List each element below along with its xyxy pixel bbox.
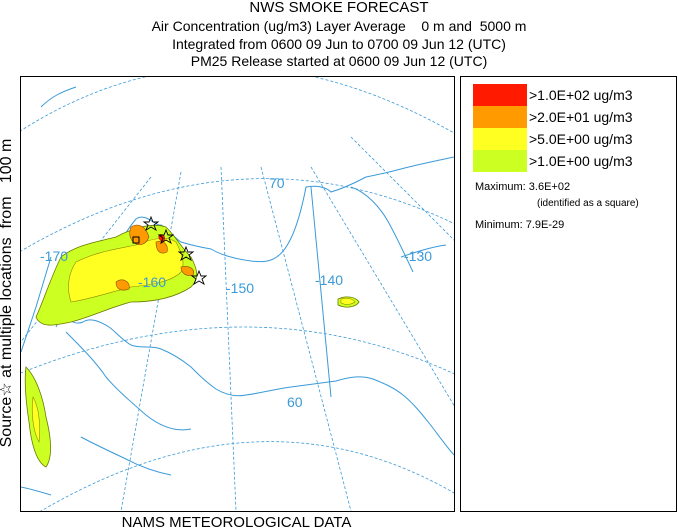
plume-core-3 <box>115 279 130 291</box>
concentration-subtitle: Air Concentration (ug/m3) Layer Average … <box>151 18 527 34</box>
gulf-of-alaska-coast <box>60 311 454 456</box>
legend-panel: >1.0E+02 ug/m3 >2.0E+01 ug/m3 >5.0E+00 u… <box>460 76 677 512</box>
lon-label-150: -150 <box>226 280 254 296</box>
legend-item-medium: >5.0E+00 ug/m3 <box>473 128 673 150</box>
latitude-labels: 70 60 <box>269 175 303 410</box>
mackenzie-coast <box>350 186 414 273</box>
latitude-line-north <box>21 77 454 134</box>
plume-core-4 <box>180 266 194 276</box>
longitude-gridlines <box>21 136 454 511</box>
legend-swatch-high <box>473 106 527 128</box>
source-location-label: Source☆ at multiple locations from 100 m <box>0 139 15 448</box>
lon-label-140: -140 <box>315 272 343 288</box>
maximum-value: Maximum: 3.6E+02 <box>475 181 571 193</box>
maximum-marker <box>132 236 140 244</box>
legend-label-low: >1.0E+00 ug/m3 <box>529 153 633 169</box>
longitude-line-160 <box>120 171 182 511</box>
legend-swatch-medium <box>473 128 527 150</box>
longitude-line-150 <box>220 166 237 511</box>
arctic-islands <box>400 244 447 258</box>
latitude-line-70 <box>21 178 454 252</box>
aleutian-west <box>21 486 52 496</box>
smoke-map: -170 -160 -150 -140 -130 70 60 <box>20 76 455 512</box>
canada-us-border <box>310 186 332 398</box>
latitude-line-60 <box>40 441 454 511</box>
lat-label-70: 70 <box>269 175 285 191</box>
plume-main-medium <box>68 237 184 303</box>
smoke-plume-medium <box>31 237 356 443</box>
legend-label-medium: >5.0E+00 ug/m3 <box>529 131 633 147</box>
legend-swatch-highest <box>473 84 527 106</box>
map-canvas: -170 -160 -150 -140 -130 70 60 <box>21 77 454 511</box>
lon-label-170: -170 <box>40 248 68 264</box>
legend-label-high: >2.0E+01 ug/m3 <box>529 109 633 125</box>
integration-period: Integrated from 0600 09 Jun to 0700 09 J… <box>172 36 506 52</box>
source-star-1 <box>142 215 160 232</box>
fire-sources <box>142 215 208 286</box>
plume-core-1 <box>129 224 150 246</box>
chukotka-coast <box>21 256 52 353</box>
forecast-title: NWS SMOKE FORECAST <box>249 0 429 16</box>
legend-item-high: >2.0E+01 ug/m3 <box>473 106 673 128</box>
legend-item-highest: >1.0E+02 ug/m3 <box>473 84 673 106</box>
longitude-line-140 <box>260 166 352 511</box>
source-star-2 <box>157 228 175 245</box>
release-start: PM25 Release started at 0600 09 Jun 12 (… <box>190 53 488 69</box>
plume-aleutian-medium <box>31 396 41 443</box>
longitude-line-120 <box>350 136 454 241</box>
lat-label-60: 60 <box>287 394 303 410</box>
alaska-peninsula <box>65 331 192 431</box>
source-star-4 <box>190 269 208 286</box>
smoke-plume-low <box>24 224 360 468</box>
wrangel-island <box>40 86 77 108</box>
legend-label-highest: >1.0E+02 ug/m3 <box>529 87 633 103</box>
aleutian-chain <box>80 436 172 476</box>
arctic-coast <box>135 156 454 263</box>
lon-label-130: -130 <box>404 248 432 264</box>
plume-yukon-medium <box>340 297 356 305</box>
smoke-plume-high <box>115 224 194 291</box>
lon-label-160: -160 <box>138 274 166 290</box>
meteorological-data-label: NAMS METEOROLOGICAL DATA <box>121 514 352 531</box>
longitude-line-130 <box>310 166 454 407</box>
latitude-line-mid <box>21 326 454 375</box>
maximum-note: (identified as a square) <box>537 198 639 209</box>
minimum-value: Minimum: 7.9E-29 <box>475 219 565 231</box>
source-star-3 <box>177 245 195 262</box>
latitude-gridlines <box>21 77 454 511</box>
longitude-labels: -170 -160 -150 -140 -130 <box>40 248 432 296</box>
legend-item-low: >1.0E+00 ug/m3 <box>473 150 673 172</box>
legend-swatch-low <box>473 150 527 172</box>
